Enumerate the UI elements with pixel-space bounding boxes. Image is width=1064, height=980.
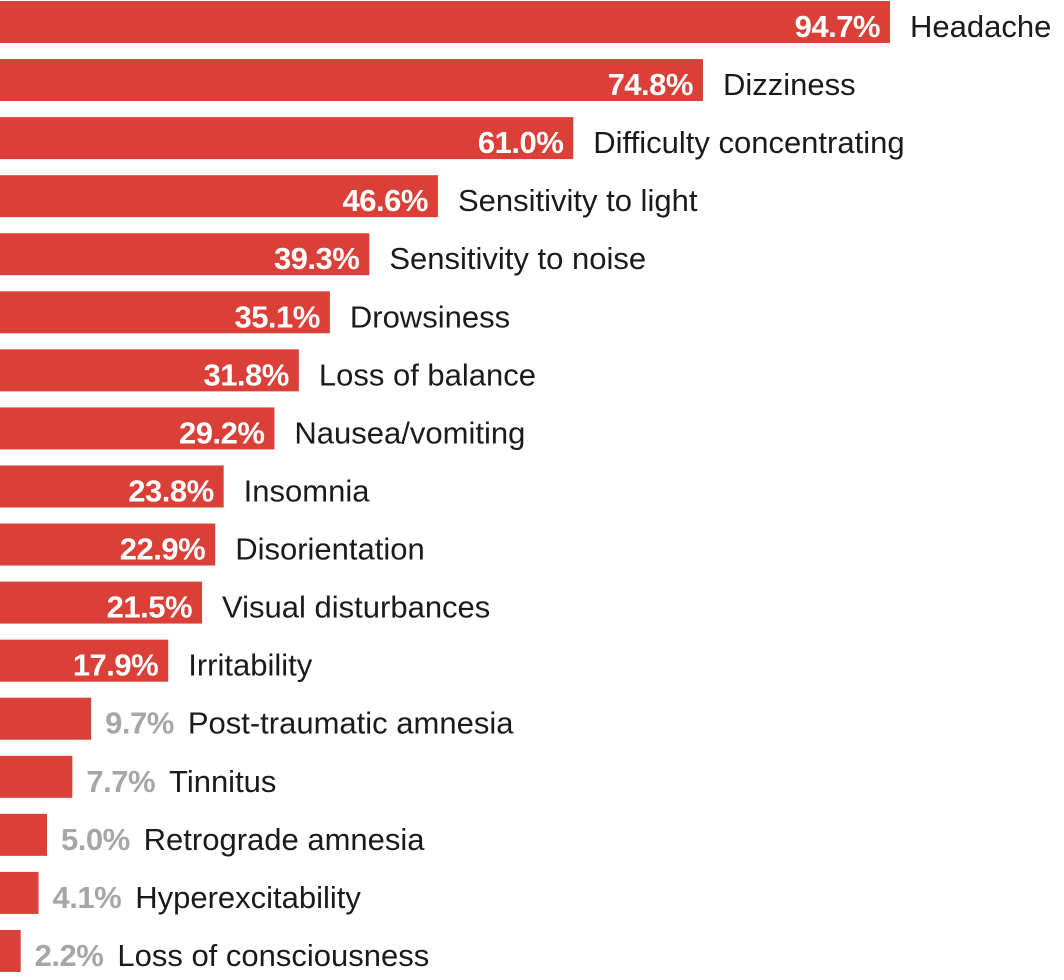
bar-row: 2.2% Loss of consciousness bbox=[0, 929, 429, 973]
bar bbox=[0, 407, 275, 450]
bar-row: 35.1% Drowsiness bbox=[0, 291, 510, 334]
category-label: Dizziness bbox=[723, 67, 856, 102]
value-label: 7.7% bbox=[86, 764, 155, 799]
value-label: 31.8% bbox=[203, 357, 288, 392]
bar-row: 17.9% Irritability bbox=[0, 639, 313, 683]
category-label: Loss of consciousness bbox=[117, 938, 429, 973]
category-label: Loss of balance bbox=[319, 357, 536, 392]
value-label: 39.3% bbox=[274, 241, 359, 276]
category-label: Tinnitus bbox=[169, 764, 276, 799]
category-label: Drowsiness bbox=[350, 299, 510, 334]
bar bbox=[0, 523, 216, 566]
value-label: 94.7% bbox=[795, 9, 880, 44]
bar bbox=[0, 929, 21, 972]
bar-row: 94.7% Headache bbox=[0, 1, 1051, 44]
category-label: Nausea/vomiting bbox=[294, 415, 525, 450]
bar bbox=[0, 291, 330, 334]
bar-row: 39.3% Sensitivity to noise bbox=[0, 233, 646, 276]
bar-row: 23.8% Insomnia bbox=[0, 465, 370, 508]
bar bbox=[0, 581, 203, 624]
value-label: 2.2% bbox=[35, 938, 104, 973]
category-label: Irritability bbox=[188, 648, 313, 683]
bar bbox=[0, 755, 73, 798]
category-label: Sensitivity to light bbox=[458, 183, 698, 218]
bar bbox=[0, 117, 574, 160]
value-label: 22.9% bbox=[120, 532, 205, 567]
bar-row: 21.5% Visual disturbances bbox=[0, 581, 490, 625]
value-label: 5.0% bbox=[61, 822, 130, 857]
bar-row: 29.2% Nausea/vomiting bbox=[0, 407, 525, 450]
bar bbox=[0, 233, 370, 276]
category-label: Hyperexcitability bbox=[135, 880, 361, 915]
value-label: 46.6% bbox=[343, 183, 428, 218]
value-label: 23.8% bbox=[128, 473, 213, 508]
bar-row: 22.9% Disorientation bbox=[0, 523, 425, 567]
value-label: 35.1% bbox=[234, 299, 319, 334]
category-label: Difficulty concentrating bbox=[593, 125, 904, 160]
value-label: 74.8% bbox=[608, 67, 693, 102]
category-label: Retrograde amnesia bbox=[144, 822, 426, 857]
category-label: Insomnia bbox=[244, 473, 371, 508]
value-label: 61.0% bbox=[478, 125, 563, 160]
bar-row: 5.0% Retrograde amnesia bbox=[0, 813, 426, 857]
bar bbox=[0, 59, 703, 102]
bar-row: 31.8% Loss of balance bbox=[0, 349, 536, 392]
bar bbox=[0, 871, 39, 914]
bar bbox=[0, 697, 92, 740]
category-label: Post-traumatic amnesia bbox=[188, 706, 514, 741]
category-label: Sensitivity to noise bbox=[389, 241, 646, 276]
bar bbox=[0, 813, 47, 856]
bar bbox=[0, 175, 438, 218]
bar-row: 46.6% Sensitivity to light bbox=[0, 175, 698, 218]
bar-row: 74.8% Dizziness bbox=[0, 59, 856, 102]
bar-row: 4.1% Hyperexcitability bbox=[0, 871, 361, 915]
category-label: Headache bbox=[910, 9, 1051, 44]
value-label: 4.1% bbox=[53, 880, 122, 915]
value-label: 9.7% bbox=[105, 706, 174, 741]
bar bbox=[0, 349, 299, 392]
value-label: 21.5% bbox=[107, 590, 192, 625]
bar-row: 9.7% Post-traumatic amnesia bbox=[0, 697, 514, 741]
bar bbox=[0, 465, 224, 508]
category-label: Disorientation bbox=[235, 532, 425, 567]
value-label: 17.9% bbox=[73, 648, 158, 683]
bar bbox=[0, 1, 890, 43]
category-label: Visual disturbances bbox=[222, 590, 490, 625]
value-label: 29.2% bbox=[179, 415, 264, 450]
bar bbox=[0, 639, 169, 682]
bar-row: 61.0% Difficulty concentrating bbox=[0, 117, 905, 160]
bar-row: 7.7% Tinnitus bbox=[0, 755, 276, 799]
bars-layer: 94.7% Headache 74.8% Dizziness 61.0% Difficul… bbox=[0, 1, 1051, 973]
